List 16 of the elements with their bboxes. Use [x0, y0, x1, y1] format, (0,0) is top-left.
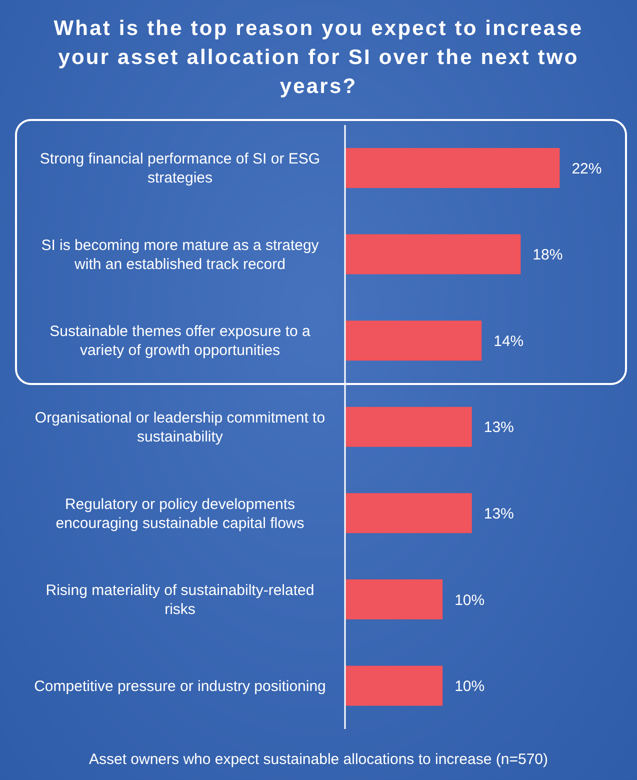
data-label: 13% [484, 419, 514, 436]
y-tick-label: Rising materiality of sustainabilty-related risks [46, 582, 314, 618]
y-tick-label: Regulatory or policy developments encouraging sustainable capital flows [56, 495, 304, 532]
y-tick-label: Organisational or leadership commitment to sustainability [34, 409, 326, 445]
y-tick-label: Sustainable themes offer exposure to a variety of growth opportunities [50, 322, 312, 359]
y-tick-label: SI is becoming more mature as a strategy with an established track record [41, 236, 320, 272]
data-label: 13% [484, 505, 514, 522]
data-label: 22% [572, 160, 602, 178]
data-label: 10% [454, 592, 485, 609]
data-label: 10% [454, 678, 485, 696]
y-tick-label: Competitive pressure or industry positioning [34, 677, 326, 694]
chart-title: What is the top reason you expect to increase your asset allocation for SI over the next two years? [52, 16, 584, 100]
data-label: 18% [532, 246, 563, 264]
text: Asset owners who expect sustainable allocations to increase (n=570) [88, 751, 549, 768]
data-label: 14% [494, 332, 524, 350]
y-tick-label: Strong financial performance of SI or ESG strategies [40, 150, 320, 186]
